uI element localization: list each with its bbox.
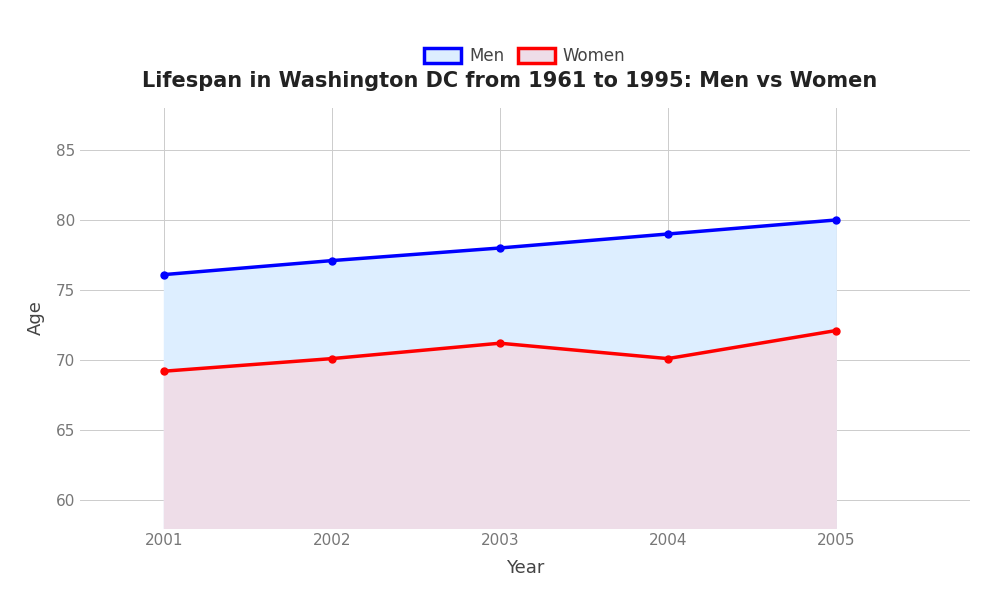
- Legend: Men, Women: Men, Women: [418, 41, 632, 72]
- Y-axis label: Age: Age: [27, 301, 45, 335]
- X-axis label: Year: Year: [506, 559, 544, 577]
- Text: Lifespan in Washington DC from 1961 to 1995: Men vs Women: Lifespan in Washington DC from 1961 to 1…: [142, 71, 878, 91]
